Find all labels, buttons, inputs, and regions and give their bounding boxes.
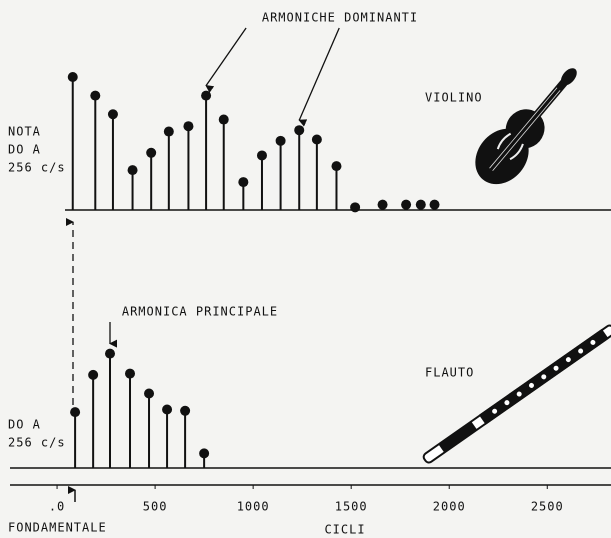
x-axis-label: CICLI [324, 523, 365, 537]
side-label: NOTA [8, 125, 41, 139]
stem-head [108, 109, 118, 119]
annotation: ARMONICHE DOMINANTI [262, 11, 418, 25]
stem-head [144, 389, 154, 399]
x-tick-label: 1500 [335, 500, 368, 514]
side-label: DO A [8, 143, 41, 157]
x-tick-label: .0 [49, 500, 65, 514]
stem [294, 125, 304, 210]
stem [90, 91, 100, 210]
stem-head [88, 370, 98, 380]
stem [199, 448, 209, 468]
x-tick-label: 2500 [531, 500, 564, 514]
stem-head [164, 127, 174, 137]
stem-head [128, 165, 138, 175]
stem [201, 91, 211, 210]
stem-head [378, 200, 388, 210]
side-label: 256 c/s [8, 436, 66, 450]
stem [276, 136, 286, 210]
stem-head [238, 177, 248, 187]
annotation-arrow [206, 28, 246, 86]
stem [144, 389, 154, 468]
stem-head [125, 369, 135, 379]
stem [430, 200, 440, 210]
stem-head [350, 202, 360, 212]
x-tick-label: 1000 [237, 500, 270, 514]
stem [162, 404, 172, 468]
violin-illustration [464, 54, 593, 195]
stem [125, 369, 135, 468]
x-tick-label: 2000 [433, 500, 466, 514]
stem [331, 161, 341, 210]
annotation: ARMONICA PRINCIPALE [122, 305, 278, 319]
stem-head [199, 448, 209, 458]
stem [164, 127, 174, 210]
flute-illustration [422, 323, 611, 465]
stem-head [401, 200, 411, 210]
stem-head [90, 91, 100, 101]
stem [108, 109, 118, 210]
stem-head [430, 200, 440, 210]
stem-head [162, 404, 172, 414]
stem-head [105, 349, 115, 359]
stem-head [416, 200, 426, 210]
stem-head [331, 161, 341, 171]
stem [68, 72, 78, 210]
stem-head [294, 125, 304, 135]
stem [105, 349, 115, 468]
stem-head [183, 121, 193, 131]
note: FONDAMENTALE [8, 521, 107, 535]
stem [350, 202, 360, 212]
stem [183, 121, 193, 210]
stem [416, 200, 426, 210]
side-label: DO A [8, 418, 41, 432]
stem [88, 370, 98, 468]
stem [257, 150, 267, 210]
stem [401, 200, 411, 210]
stem-head [257, 150, 267, 160]
stem [238, 177, 248, 210]
stem-head [180, 406, 190, 416]
stem-head [276, 136, 286, 146]
stem-head [68, 72, 78, 82]
x-tick-label: 500 [143, 500, 168, 514]
chart: NOTA DO A 256 c/s VIOLINO ARMONICHE DOMINANT… [0, 0, 611, 538]
stem-head [146, 148, 156, 158]
stem [70, 407, 80, 468]
stem-head [70, 407, 80, 417]
stem [378, 200, 388, 210]
instrument-label: VIOLINO [425, 91, 483, 105]
stem [180, 406, 190, 468]
side-label: 256 c/s [8, 161, 66, 175]
stem-head [312, 135, 322, 145]
stem [219, 115, 229, 210]
stem [146, 148, 156, 210]
annotation-arrow [299, 28, 339, 120]
stem [128, 165, 138, 210]
instrument-label: FLAUTO [425, 366, 474, 380]
stem-head [219, 115, 229, 125]
stem-head [201, 91, 211, 101]
stem [312, 135, 322, 210]
